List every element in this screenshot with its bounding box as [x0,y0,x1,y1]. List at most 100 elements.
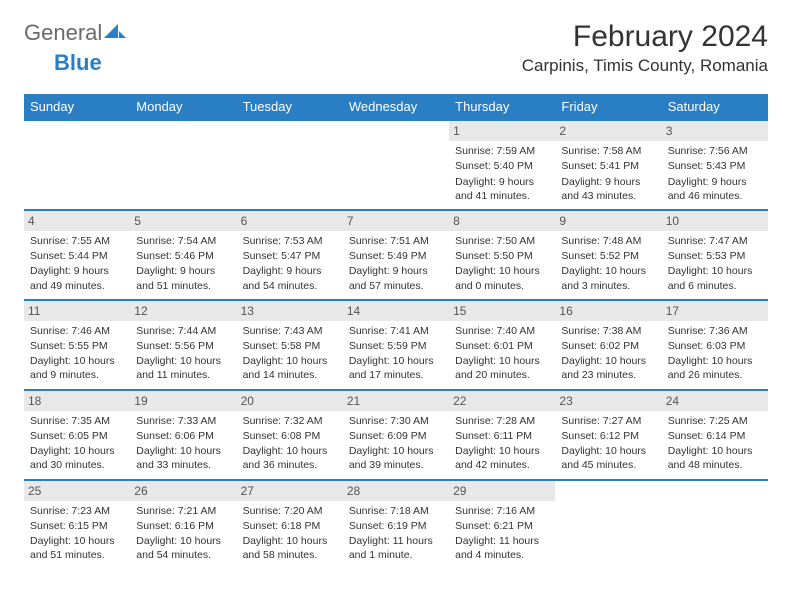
day-cell [662,480,768,569]
logo-text-general: General [24,20,102,46]
daylight-text: Daylight: 10 hours and 48 minutes. [668,444,762,472]
sunrise-text: Sunrise: 7:28 AM [455,414,549,428]
sunset-text: Sunset: 5:47 PM [243,249,337,263]
day-cell [343,120,449,210]
sunrise-text: Sunrise: 7:56 AM [668,144,762,158]
sunrise-text: Sunrise: 7:35 AM [30,414,124,428]
sunrise-text: Sunrise: 7:50 AM [455,234,549,248]
day-number: 9 [555,211,661,231]
day-number: 17 [662,301,768,321]
daylight-text: Daylight: 9 hours and 49 minutes. [30,264,124,292]
daylight-text: Daylight: 11 hours and 1 minute. [349,534,443,562]
daylight-text: Daylight: 10 hours and 14 minutes. [243,354,337,382]
day-number: 25 [24,481,130,501]
daylight-text: Daylight: 10 hours and 17 minutes. [349,354,443,382]
sunrise-text: Sunrise: 7:33 AM [136,414,230,428]
day-number: 16 [555,301,661,321]
sunrise-text: Sunrise: 7:25 AM [668,414,762,428]
daylight-text: Daylight: 9 hours and 54 minutes. [243,264,337,292]
day-number: 7 [343,211,449,231]
sunset-text: Sunset: 5:59 PM [349,339,443,353]
day-cell: 27Sunrise: 7:20 AMSunset: 6:18 PMDayligh… [237,480,343,569]
day-cell: 7Sunrise: 7:51 AMSunset: 5:49 PMDaylight… [343,210,449,300]
sunset-text: Sunset: 6:01 PM [455,339,549,353]
sunset-text: Sunset: 6:14 PM [668,429,762,443]
daylight-text: Daylight: 9 hours and 41 minutes. [455,175,549,203]
sunrise-text: Sunrise: 7:51 AM [349,234,443,248]
sunset-text: Sunset: 5:50 PM [455,249,549,263]
sunset-text: Sunset: 5:44 PM [30,249,124,263]
daylight-text: Daylight: 9 hours and 43 minutes. [561,175,655,203]
weekday-header: Thursday [449,94,555,120]
sunset-text: Sunset: 6:16 PM [136,519,230,533]
sunrise-text: Sunrise: 7:18 AM [349,504,443,518]
day-cell [130,120,236,210]
daylight-text: Daylight: 10 hours and 36 minutes. [243,444,337,472]
daylight-text: Daylight: 11 hours and 4 minutes. [455,534,549,562]
daylight-text: Daylight: 10 hours and 33 minutes. [136,444,230,472]
sunset-text: Sunset: 5:56 PM [136,339,230,353]
weekday-header-row: SundayMondayTuesdayWednesdayThursdayFrid… [24,94,768,120]
day-cell: 11Sunrise: 7:46 AMSunset: 5:55 PMDayligh… [24,300,130,390]
day-cell: 8Sunrise: 7:50 AMSunset: 5:50 PMDaylight… [449,210,555,300]
weekday-header: Friday [555,94,661,120]
day-number: 26 [130,481,236,501]
logo-text-blue: Blue [54,50,102,75]
daylight-text: Daylight: 10 hours and 11 minutes. [136,354,230,382]
day-cell: 20Sunrise: 7:32 AMSunset: 6:08 PMDayligh… [237,390,343,480]
daylight-text: Daylight: 10 hours and 54 minutes. [136,534,230,562]
day-cell: 25Sunrise: 7:23 AMSunset: 6:15 PMDayligh… [24,480,130,569]
sunrise-text: Sunrise: 7:58 AM [561,144,655,158]
day-number: 23 [555,391,661,411]
sunset-text: Sunset: 6:11 PM [455,429,549,443]
sunrise-text: Sunrise: 7:32 AM [243,414,337,428]
sunrise-text: Sunrise: 7:59 AM [455,144,549,158]
day-number: 6 [237,211,343,231]
day-cell: 23Sunrise: 7:27 AMSunset: 6:12 PMDayligh… [555,390,661,480]
daylight-text: Daylight: 10 hours and 3 minutes. [561,264,655,292]
sunset-text: Sunset: 5:53 PM [668,249,762,263]
sunset-text: Sunset: 6:05 PM [30,429,124,443]
day-cell: 29Sunrise: 7:16 AMSunset: 6:21 PMDayligh… [449,480,555,569]
daylight-text: Daylight: 9 hours and 51 minutes. [136,264,230,292]
day-number: 28 [343,481,449,501]
sunset-text: Sunset: 6:09 PM [349,429,443,443]
day-cell: 13Sunrise: 7:43 AMSunset: 5:58 PMDayligh… [237,300,343,390]
day-cell: 9Sunrise: 7:48 AMSunset: 5:52 PMDaylight… [555,210,661,300]
day-number: 1 [449,121,555,141]
sunrise-text: Sunrise: 7:54 AM [136,234,230,248]
daylight-text: Daylight: 10 hours and 6 minutes. [668,264,762,292]
sunrise-text: Sunrise: 7:44 AM [136,324,230,338]
day-cell: 19Sunrise: 7:33 AMSunset: 6:06 PMDayligh… [130,390,236,480]
week-row: 25Sunrise: 7:23 AMSunset: 6:15 PMDayligh… [24,480,768,569]
sunrise-text: Sunrise: 7:30 AM [349,414,443,428]
daylight-text: Daylight: 10 hours and 58 minutes. [243,534,337,562]
sunrise-text: Sunrise: 7:46 AM [30,324,124,338]
day-cell: 1Sunrise: 7:59 AMSunset: 5:40 PMDaylight… [449,120,555,210]
daylight-text: Daylight: 10 hours and 9 minutes. [30,354,124,382]
day-cell: 28Sunrise: 7:18 AMSunset: 6:19 PMDayligh… [343,480,449,569]
sunrise-text: Sunrise: 7:47 AM [668,234,762,248]
weekday-header: Saturday [662,94,768,120]
day-cell: 5Sunrise: 7:54 AMSunset: 5:46 PMDaylight… [130,210,236,300]
day-number: 2 [555,121,661,141]
daylight-text: Daylight: 10 hours and 51 minutes. [30,534,124,562]
sunset-text: Sunset: 5:58 PM [243,339,337,353]
day-cell: 15Sunrise: 7:40 AMSunset: 6:01 PMDayligh… [449,300,555,390]
day-cell: 24Sunrise: 7:25 AMSunset: 6:14 PMDayligh… [662,390,768,480]
sunrise-text: Sunrise: 7:16 AM [455,504,549,518]
day-cell: 3Sunrise: 7:56 AMSunset: 5:43 PMDaylight… [662,120,768,210]
day-number: 4 [24,211,130,231]
day-number: 22 [449,391,555,411]
week-row: 1Sunrise: 7:59 AMSunset: 5:40 PMDaylight… [24,120,768,210]
day-cell: 26 Sunrise: 7:21 AMSunset: 6:16 PMDayligh… [130,480,236,569]
sunrise-text: Sunrise: 7:38 AM [561,324,655,338]
sunrise-text: Sunrise: 7:21 AM [136,504,230,518]
day-cell: 12Sunrise: 7:44 AMSunset: 5:56 PMDayligh… [130,300,236,390]
day-cell: 6Sunrise: 7:53 AMSunset: 5:47 PMDaylight… [237,210,343,300]
day-number: 19 [130,391,236,411]
weekday-header: Tuesday [237,94,343,120]
day-number: 15 [449,301,555,321]
day-number: 18 [24,391,130,411]
sunset-text: Sunset: 6:02 PM [561,339,655,353]
